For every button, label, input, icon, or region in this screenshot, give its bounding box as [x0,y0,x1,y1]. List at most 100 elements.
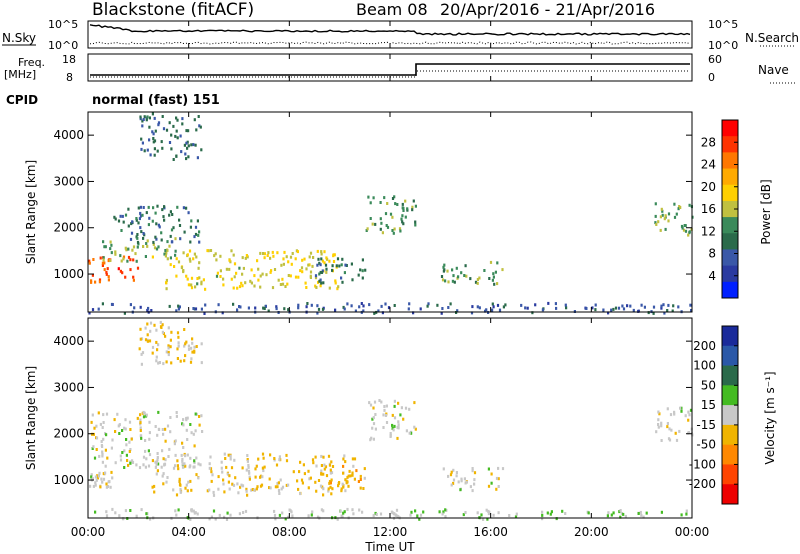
power-cell [654,202,657,206]
velocity-cell [189,456,192,460]
power-cell [554,302,557,306]
velocity-cell [301,481,304,485]
velocity-cell [232,483,236,487]
velocity-cell [181,457,184,461]
power-cell [411,208,414,212]
power-colorbar-label: 12 [701,224,716,238]
power-cell [165,128,169,132]
power-cell [175,257,178,261]
power-cell [186,146,189,150]
power-cell [493,282,496,286]
power-cell [442,265,445,269]
velocity-cell [176,347,179,351]
power-cell [204,303,207,307]
velocity-cell [514,515,518,519]
velocity-echo-region [442,466,505,493]
power-cell [176,136,179,140]
power-cell [312,256,315,259]
velocity-cell [668,438,672,442]
power-cell [216,271,219,275]
velocity-cell [161,474,164,478]
power-cell [281,277,284,281]
velocity-cell [450,470,453,474]
power-cell [401,202,404,206]
power-cell [304,281,307,285]
velocity-cell [262,469,265,473]
velocity-cell [177,341,180,345]
power-cell [132,245,136,249]
power-cell [384,302,387,306]
velocity-cell [495,476,499,480]
power-cell [181,122,184,126]
velocity-cell [106,456,109,460]
power-cell [622,307,626,311]
power-cell [196,156,199,160]
power-cell [147,205,150,209]
power-cell [309,274,312,278]
velocity-cell [126,459,129,462]
power-cell [151,255,154,259]
power-cell [534,303,537,307]
velocity-colorbar-swatch [722,424,738,446]
velocity-cell [146,322,149,326]
power-cell [283,250,286,254]
velocity-cell [118,514,121,518]
velocity-colorbar-label: 15 [701,398,716,412]
velocity-cell [208,488,211,492]
velocity-cell [273,513,277,517]
velocity-cell [105,412,109,416]
velocity-cell [405,429,408,433]
power-cell [324,263,328,267]
velocity-cell [299,460,302,464]
velocity-cell [187,480,190,484]
power-cell [185,129,188,133]
power-cell [254,306,257,310]
power-cell [447,280,450,284]
velocity-cell [165,350,168,354]
velocity-cell [113,418,116,422]
power-cell [296,250,299,254]
power-cell [263,307,266,310]
power-cell [141,141,144,145]
power-cell [217,303,220,307]
velocity-cell [197,476,200,480]
power-cell [318,279,321,283]
velocity-cell [422,510,425,514]
velocity-cell [329,468,332,472]
velocity-cell [193,350,196,354]
power-colorbar-label: 4 [708,269,716,283]
power-cell [311,264,314,268]
power-cell [172,124,175,128]
velocity-cell [226,511,229,515]
velocity-cell [153,323,156,327]
power-background [88,112,692,312]
power-cell [488,277,491,280]
power-cell [178,218,181,222]
velocity-cell [279,478,282,482]
velocity-cell [92,484,95,488]
velocity-cell [149,329,152,333]
velocity-cell [328,481,331,485]
velocity-cell [383,408,386,412]
power-cell [110,243,113,247]
velocity-cell [92,432,95,436]
power-cell [182,269,185,272]
velocity-cell [208,517,211,521]
velocity-cell [187,347,191,351]
velocity-cell [165,480,168,484]
power-cell [662,303,665,307]
power-cell [398,227,402,231]
velocity-cell [490,472,493,476]
velocity-cell [351,473,354,477]
velocity-cell [450,483,453,487]
velocity-cell [155,460,158,464]
power-cell [346,302,349,306]
velocity-cell [142,415,146,419]
power-cell [321,269,324,273]
velocity-cell [329,485,332,489]
velocity-cell [221,470,224,474]
nsearch-tick-bottom: 10^0 [708,39,738,52]
velocity-cell [99,485,102,489]
velocity-cell [161,330,164,334]
power-cell [114,250,117,254]
